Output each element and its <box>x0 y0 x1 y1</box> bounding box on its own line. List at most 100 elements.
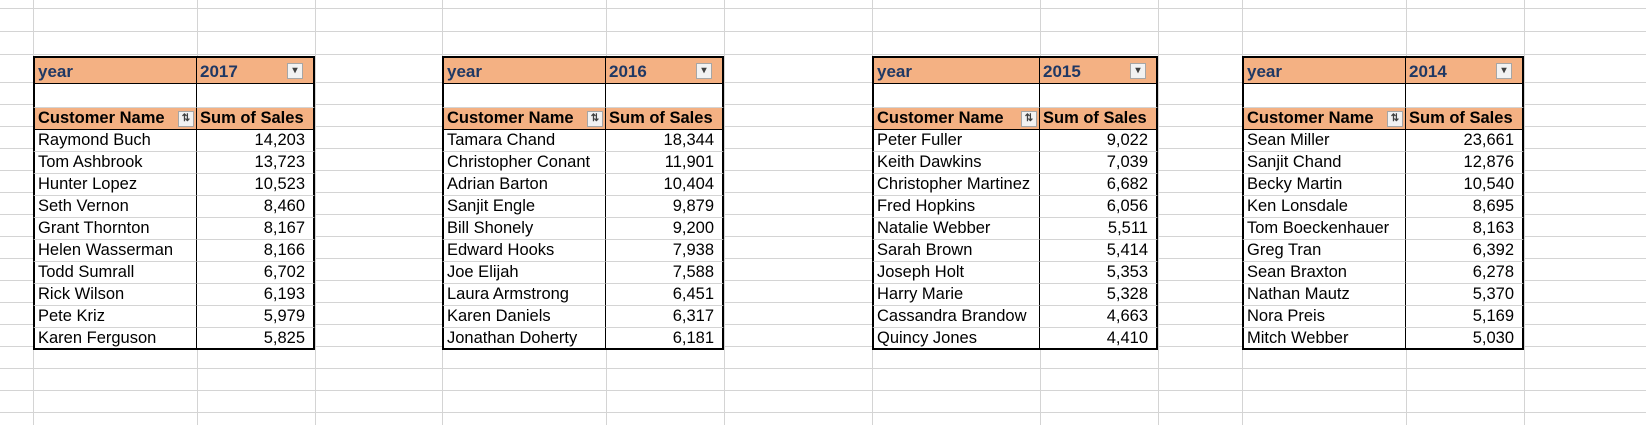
sales-value-cell[interactable]: 5,353 <box>1040 262 1158 284</box>
customer-name-cell[interactable]: Mitch Webber <box>1242 328 1406 350</box>
sales-value-cell[interactable]: 6,056 <box>1040 196 1158 218</box>
sales-value-cell[interactable]: 5,414 <box>1040 240 1158 262</box>
grid-row-line <box>0 390 1646 391</box>
customer-name-cell[interactable]: Peter Fuller <box>872 130 1040 152</box>
sales-value-cell[interactable]: 13,723 <box>197 152 315 174</box>
customer-name-cell[interactable]: Harry Marie <box>872 284 1040 306</box>
sales-value-cell[interactable]: 7,588 <box>606 262 724 284</box>
sales-value-cell[interactable]: 9,879 <box>606 196 724 218</box>
customer-name-cell[interactable]: Sanjit Engle <box>442 196 606 218</box>
customer-name-cell[interactable]: Bill Shonely <box>442 218 606 240</box>
column-header-customer-name[interactable]: Customer Name ⇅ <box>1242 108 1406 130</box>
customer-name-cell[interactable]: Joe Elijah <box>442 262 606 284</box>
sales-value-cell[interactable]: 6,193 <box>197 284 315 306</box>
filter-dropdown-icon[interactable]: ▾ <box>287 63 303 79</box>
customer-name-cell[interactable]: Sean Miller <box>1242 130 1406 152</box>
sort-filter-icon[interactable]: ⇅ <box>587 111 603 127</box>
sales-value-cell[interactable]: 6,278 <box>1406 262 1524 284</box>
sales-value-cell[interactable]: 5,169 <box>1406 306 1524 328</box>
customer-name-cell[interactable]: Todd Sumrall <box>33 262 197 284</box>
pivot-filter-value-cell[interactable]: 2016 ▾ <box>606 56 724 84</box>
customer-name-cell[interactable]: Tamara Chand <box>442 130 606 152</box>
customer-name-cell[interactable]: Seth Vernon <box>33 196 197 218</box>
customer-name-cell[interactable]: Tom Boeckenhauer <box>1242 218 1406 240</box>
filter-dropdown-icon[interactable]: ▾ <box>1496 63 1512 79</box>
sales-value-cell[interactable]: 18,344 <box>606 130 724 152</box>
sales-value-cell[interactable]: 10,404 <box>606 174 724 196</box>
customer-name-cell[interactable]: Quincy Jones <box>872 328 1040 350</box>
customer-name-cell[interactable]: Hunter Lopez <box>33 174 197 196</box>
customer-name-cell[interactable]: Greg Tran <box>1242 240 1406 262</box>
customer-name-cell[interactable]: Raymond Buch <box>33 130 197 152</box>
table-row: Karen Daniels 6,317 <box>442 306 724 328</box>
sort-filter-icon[interactable]: ⇅ <box>178 111 194 127</box>
sales-value-cell[interactable]: 7,938 <box>606 240 724 262</box>
sales-value-cell[interactable]: 7,039 <box>1040 152 1158 174</box>
column-header-sum-of-sales: Sum of Sales <box>1040 108 1158 130</box>
pivot-filter-value-cell[interactable]: 2017 ▾ <box>197 56 315 84</box>
filter-dropdown-icon[interactable]: ▾ <box>696 63 712 79</box>
customer-name-cell[interactable]: Christopher Conant <box>442 152 606 174</box>
customer-name-cell[interactable]: Laura Armstrong <box>442 284 606 306</box>
customer-name-cell[interactable]: Nora Preis <box>1242 306 1406 328</box>
customer-name-cell[interactable]: Karen Daniels <box>442 306 606 328</box>
customer-name-cell[interactable]: Becky Martin <box>1242 174 1406 196</box>
sales-value-cell[interactable]: 6,181 <box>606 328 724 350</box>
sales-value-cell[interactable]: 6,702 <box>197 262 315 284</box>
customer-name-cell[interactable]: Edward Hooks <box>442 240 606 262</box>
customer-name-cell[interactable]: Ken Lonsdale <box>1242 196 1406 218</box>
customer-name-cell[interactable]: Cassandra Brandow <box>872 306 1040 328</box>
sales-value-cell[interactable]: 5,370 <box>1406 284 1524 306</box>
sales-value-cell[interactable]: 5,328 <box>1040 284 1158 306</box>
sort-filter-icon[interactable]: ⇅ <box>1387 111 1403 127</box>
customer-name-cell[interactable]: Christopher Martinez <box>872 174 1040 196</box>
sales-value-cell[interactable]: 8,166 <box>197 240 315 262</box>
sales-value-cell[interactable]: 6,392 <box>1406 240 1524 262</box>
customer-name-cell[interactable]: Rick Wilson <box>33 284 197 306</box>
pivot-filter-value-cell[interactable]: 2015 ▾ <box>1040 56 1158 84</box>
customer-name-cell[interactable]: Pete Kriz <box>33 306 197 328</box>
customer-name-cell[interactable]: Karen Ferguson <box>33 328 197 350</box>
column-header-customer-name[interactable]: Customer Name ⇅ <box>442 108 606 130</box>
sales-value-cell[interactable]: 8,163 <box>1406 218 1524 240</box>
sales-value-cell[interactable]: 11,901 <box>606 152 724 174</box>
sales-value-cell[interactable]: 6,451 <box>606 284 724 306</box>
customer-name-cell[interactable]: Sarah Brown <box>872 240 1040 262</box>
customer-name-cell[interactable]: Adrian Barton <box>442 174 606 196</box>
sales-value-cell[interactable]: 12,876 <box>1406 152 1524 174</box>
sales-value-cell[interactable]: 9,200 <box>606 218 724 240</box>
customer-name-cell[interactable]: Fred Hopkins <box>872 196 1040 218</box>
sales-value-cell[interactable]: 8,167 <box>197 218 315 240</box>
sales-value-cell[interactable]: 5,511 <box>1040 218 1158 240</box>
customer-name-cell[interactable]: Nathan Mautz <box>1242 284 1406 306</box>
customer-name-cell[interactable]: Keith Dawkins <box>872 152 1040 174</box>
sales-value-cell[interactable]: 8,695 <box>1406 196 1524 218</box>
sales-value-cell[interactable]: 10,523 <box>197 174 315 196</box>
customer-name-cell[interactable]: Jonathan Doherty <box>442 328 606 350</box>
customer-name-cell[interactable]: Tom Ashbrook <box>33 152 197 174</box>
sales-value-cell[interactable]: 9,022 <box>1040 130 1158 152</box>
sales-value-cell[interactable]: 5,979 <box>197 306 315 328</box>
customer-name-cell[interactable]: Sanjit Chand <box>1242 152 1406 174</box>
customer-name-cell[interactable]: Sean Braxton <box>1242 262 1406 284</box>
sort-filter-icon[interactable]: ⇅ <box>1021 111 1037 127</box>
customer-name-cell[interactable]: Joseph Holt <box>872 262 1040 284</box>
filter-dropdown-icon[interactable]: ▾ <box>1130 63 1146 79</box>
sales-value-cell[interactable]: 14,203 <box>197 130 315 152</box>
sales-value-cell[interactable]: 5,030 <box>1406 328 1524 350</box>
sales-value-cell[interactable]: 5,825 <box>197 328 315 350</box>
customer-name-cell[interactable]: Helen Wasserman <box>33 240 197 262</box>
sales-value-cell[interactable]: 8,460 <box>197 196 315 218</box>
customer-name-cell[interactable]: Grant Thornton <box>33 218 197 240</box>
pivot-filter-value-cell[interactable]: 2014 ▾ <box>1406 56 1524 84</box>
sales-value-cell[interactable]: 4,663 <box>1040 306 1158 328</box>
customer-name-cell[interactable]: Natalie Webber <box>872 218 1040 240</box>
sales-value-cell[interactable]: 23,661 <box>1406 130 1524 152</box>
column-header-customer-name[interactable]: Customer Name ⇅ <box>33 108 197 130</box>
sales-value-cell[interactable]: 10,540 <box>1406 174 1524 196</box>
sales-value-cell[interactable]: 4,410 <box>1040 328 1158 350</box>
sales-value-cell[interactable]: 6,317 <box>606 306 724 328</box>
sales-value-cell[interactable]: 6,682 <box>1040 174 1158 196</box>
column-header-customer-name[interactable]: Customer Name ⇅ <box>872 108 1040 130</box>
